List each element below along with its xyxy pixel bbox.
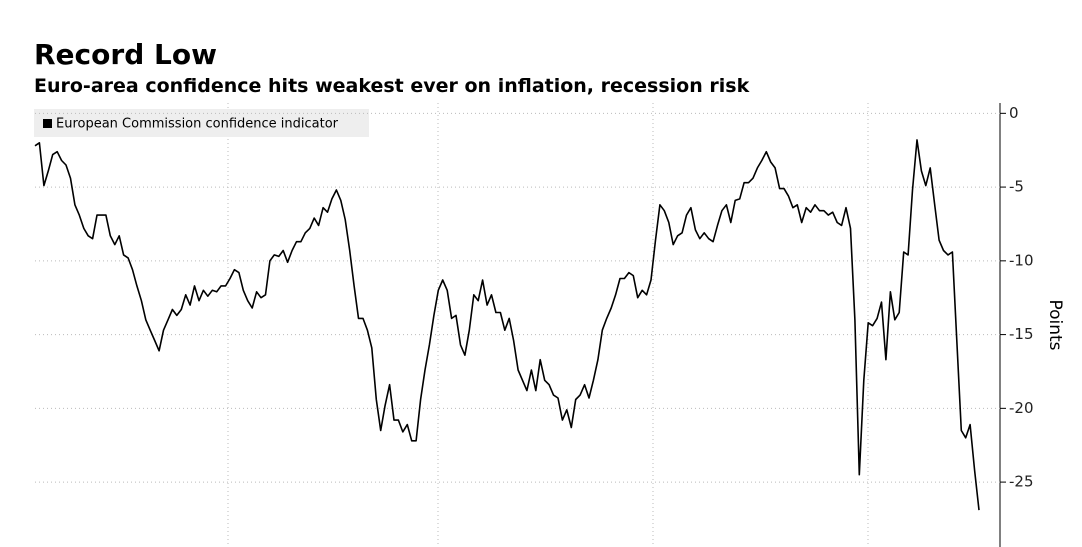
y-tick-label: -20 — [1009, 399, 1034, 417]
chart-subtitle: Euro-area confidence hits weakest ever o… — [34, 75, 750, 97]
y-axis-label: Points — [1045, 299, 1065, 350]
legend-label: European Commission confidence indicator — [56, 117, 339, 132]
y-tick-label: 0 — [1009, 104, 1019, 122]
chart-title: Record Low — [34, 38, 217, 71]
y-tick-label: -25 — [1009, 473, 1034, 491]
vertical-grid — [227, 103, 869, 547]
y-tick-label: -15 — [1009, 325, 1034, 343]
y-tick-label: -10 — [1009, 251, 1034, 269]
y-tick-label: -5 — [1009, 178, 1024, 196]
series-line — [34, 139, 980, 511]
legend — [34, 109, 369, 137]
legend-swatch — [43, 119, 52, 128]
